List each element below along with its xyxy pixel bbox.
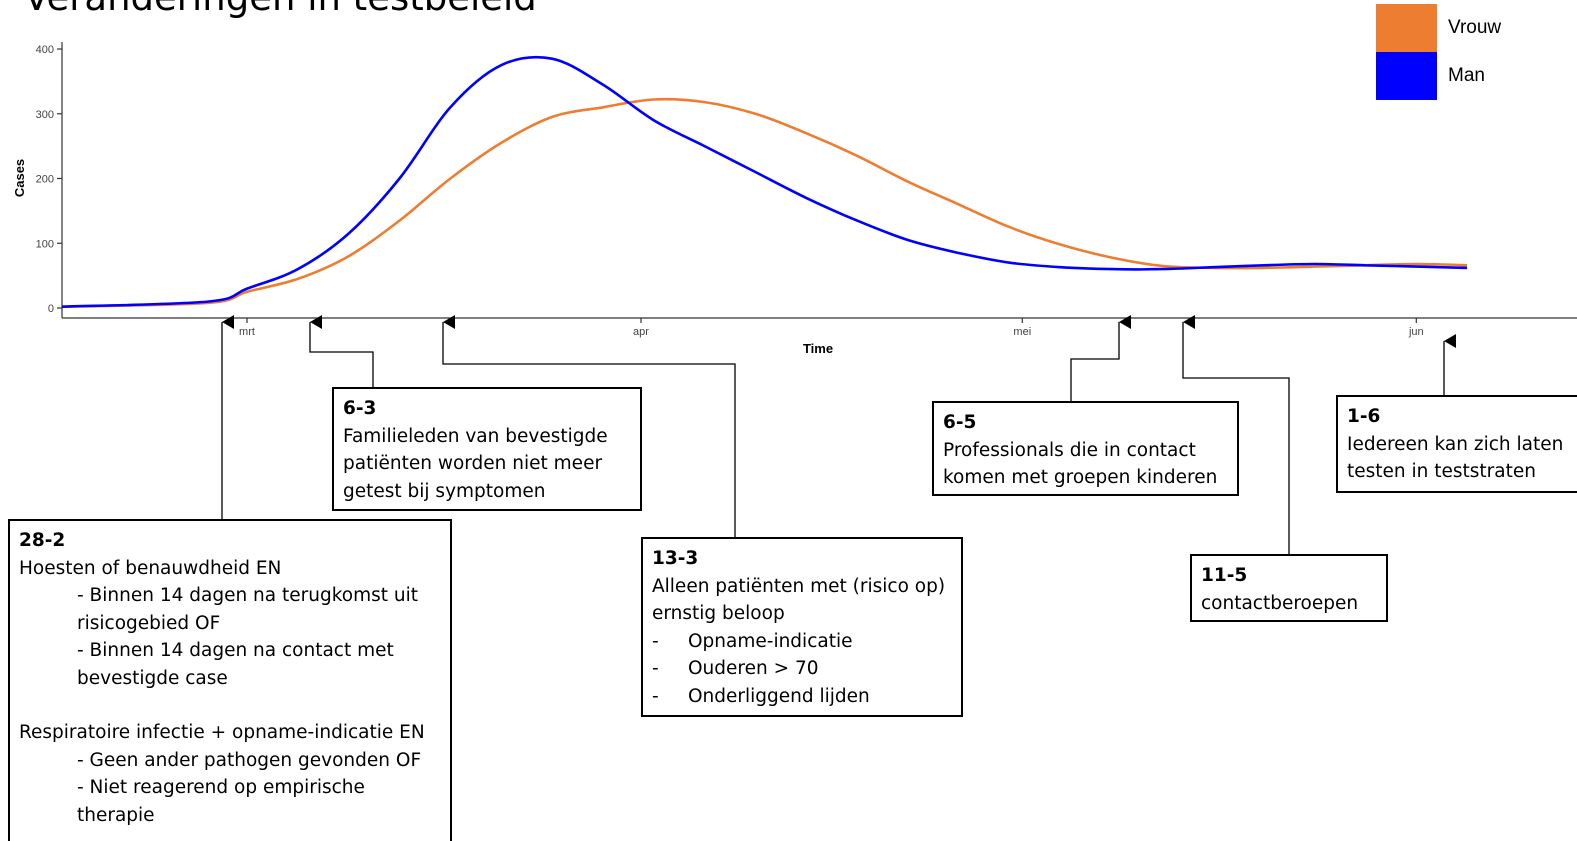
annotation-connectors (221, 315, 1456, 554)
annotation-box-6-3: 6-3 Familieleden van bevestigde patiënte… (332, 387, 642, 511)
annotation-line: - Geen ander pathogen gevonden OF (77, 749, 422, 771)
annotation-line: contactberoepen (1201, 592, 1359, 614)
legend-swatch-vrouw (1376, 4, 1437, 52)
annotation-line: Hoesten of benauwdheid EN (19, 557, 282, 579)
annotation-date: 6-3 (343, 398, 377, 419)
annotation-line: Respiratoire infectie + opname-indicatie… (19, 722, 425, 743)
annotation-line: Iedereen kan zich laten (1347, 433, 1564, 455)
series-line-man (61, 55, 1468, 309)
x-tick-label: apr (633, 326, 649, 338)
annotation-line: risicogebied OF (77, 612, 221, 634)
x-tick-label: mrt (239, 326, 255, 338)
legend-label-man: Man (1448, 65, 1485, 86)
series-line-vrouw (61, 97, 1468, 309)
annotation-box-13-3: 13-3 Alleen patiënten met (risico op) er… (641, 537, 963, 717)
annotation-bullet-line: - Ouderen > 70 (652, 658, 819, 679)
annotation-date: 6-5 (943, 412, 977, 433)
annotation-date: 1-6 (1347, 406, 1381, 427)
connector-6-5 (1070, 315, 1131, 401)
connector-6-3 (309, 315, 374, 387)
annotation-box-11-5: 11-5 contactberoepen (1190, 554, 1388, 622)
annotation-box-1-6: 1-6 Iedereen kan zich laten testen in te… (1336, 395, 1577, 493)
y-axis-label: Cases (12, 159, 27, 197)
annotation-line: - Binnen 14 dagen na contact met (77, 640, 394, 661)
annotation-bullet-line: - Onderliggend lijden (652, 685, 870, 707)
chart-title: Veranderingen in testbeleid (24, 0, 537, 19)
connector-11-5 (1182, 315, 1290, 554)
annotation-date: 13-3 (652, 548, 699, 569)
x-tick-label: jun (1408, 326, 1424, 338)
annotation-date: 28-2 (19, 530, 66, 551)
y-tick-label: 400 (36, 44, 54, 56)
y-tick-label: 200 (36, 174, 54, 186)
series-layer (61, 55, 1468, 309)
y-tick-label: 100 (36, 238, 54, 250)
legend-swatch-man (1376, 52, 1437, 100)
annotation-date: 11-5 (1201, 565, 1248, 586)
annotation-line: testen in teststraten (1347, 461, 1536, 482)
y-tick-label: 0 (48, 303, 54, 315)
annotation-line: Alleen patiënten met (risico op) (652, 575, 946, 597)
annotation-line: Familieleden van bevestigde (343, 425, 608, 447)
y-tick-label: 300 (36, 109, 54, 121)
annotation-bullet-line: - Opname-indicatie (652, 630, 853, 652)
annotation-line: Professionals die in contact (943, 439, 1196, 461)
legend-label-vrouw: Vrouw (1448, 17, 1502, 38)
annotation-box-28-2: 28-2 Hoesten of benauwdheid EN - Binnen … (8, 519, 452, 841)
annotation-line: - Binnen 14 dagen na terugkomst uit (77, 585, 418, 606)
annotation-box-6-5: 6-5 Professionals die in contact komen m… (932, 401, 1239, 496)
annotation-line: getest bij symptomen (343, 480, 546, 502)
annotation-line: patiënten worden niet meer (343, 453, 603, 474)
annotation-line: ernstig beloop (652, 603, 785, 624)
annotation-line: therapie (77, 804, 155, 826)
connector-13-3 (442, 315, 736, 537)
annotation-line: - Niet reagerend op empirische (77, 777, 365, 798)
x-axis-label: Time (803, 341, 833, 356)
annotation-line: komen met groepen kinderen (943, 467, 1218, 488)
annotation-line: bevestigde case (77, 667, 228, 689)
x-tick-label: mei (1013, 326, 1031, 338)
axes: 0 100 200 300 400 mrt apr mei jun Time Cases (12, 42, 1577, 356)
